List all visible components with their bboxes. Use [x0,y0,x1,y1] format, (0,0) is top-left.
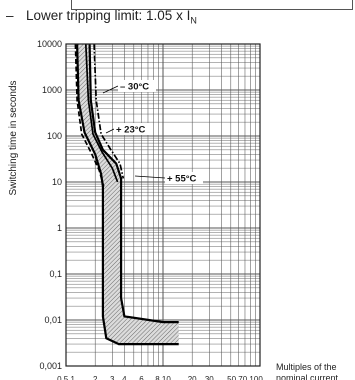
y-tick-label: 10 [52,177,62,187]
x-tick-label: 30 [205,375,214,380]
annotation-0: – 30°C [102,80,156,94]
heading-bullet: – [6,8,14,23]
annotation-leader [102,85,119,94]
top-frame [71,0,353,10]
x-tick-label: 4 [122,375,127,380]
y-tick-label: 0,1 [49,269,62,279]
y-axis-label: Switching time in seconds [8,80,19,195]
annotation-box [118,80,156,92]
curve-annotations: – 30°C + 23°C + 55°C [102,80,203,185]
annotation-leader [105,128,115,134]
heading-subscript: N [190,15,197,26]
annotation-box [165,172,203,184]
x-tick-label: 0,5 1 [57,375,75,380]
plot-frame [65,43,261,367]
x-tick-label: 3 [110,375,115,380]
x-tick-label: 6 [139,375,144,380]
y-tick-label: 1 [57,223,62,233]
annotation-label: + 23°C [116,125,146,136]
band-upper-boundary [88,44,179,324]
y-tick-label: 1000 [42,85,62,95]
y-tick-label: 100 [47,131,62,141]
annotation-box [114,123,150,135]
x-tick-label: 8 10 [155,375,171,380]
x-tick-label: 20 [188,375,197,380]
chart-heading: – Lower tripping limit: 1.05 x IN [6,8,197,26]
band-lower-boundary [76,44,179,346]
annotation-label: – 30°C [120,82,149,93]
x-tick-labels: 0,5 1 2 3 4 6 8 10 20 30 50 70 100 [57,375,263,380]
annotation-2: + 55°C [134,172,203,185]
x-axis-label-line1: Multiples of the [276,362,337,372]
y-tick-label: 10000 [37,39,62,49]
y-tick-label: 0,001 [39,361,62,371]
curve-2 [74,44,105,187]
x-tick-label: 50 70 100 [227,375,263,380]
annotation-label: + 55°C [167,174,197,185]
y-tick-labels: 10000 1000 100 10 1 0,1 0,01 0,001 [37,39,62,371]
y-tick-label: 0,01 [44,315,62,325]
curve-1 [84,44,119,183]
annotation-leader [134,175,166,179]
annotation-1: + 23°C [105,123,150,136]
plot-border [65,43,261,367]
heading-text: Lower tripping limit: 1.05 x I [26,8,191,23]
curve-0 [93,44,125,179]
temperature-curves [74,44,179,346]
x-axis-label-line2: nominal current [276,373,339,380]
x-tick-label: 2 [93,375,98,380]
